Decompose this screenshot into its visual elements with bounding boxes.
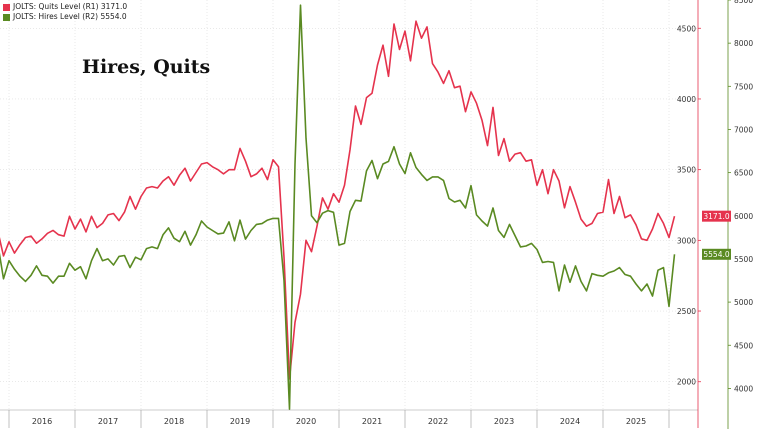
r2-tick-label: 4000 xyxy=(734,384,753,393)
x-tick-label: 2025 xyxy=(626,417,646,426)
r1-tick-label: 4500 xyxy=(677,24,696,33)
r2-tick-label: 8000 xyxy=(734,39,753,48)
x-tick-label: 2021 xyxy=(362,417,382,426)
legend-label-hires: JOLTS: Hires Level (R2) 5554.0 xyxy=(13,12,127,21)
series-line-0 xyxy=(0,20,676,380)
legend-label-quits: JOLTS: Quits Level (R1) 3171.0 xyxy=(13,2,128,11)
r2-tick-label: 7000 xyxy=(734,125,753,134)
series-line-1 xyxy=(0,4,676,410)
series xyxy=(0,4,676,410)
r1-tick-label: 3500 xyxy=(677,166,696,175)
r2-tick-label: 5000 xyxy=(734,298,753,307)
r2-tick-label: 4500 xyxy=(734,341,753,350)
x-tick-label: 2018 xyxy=(164,417,184,426)
x-tick-label: 2019 xyxy=(230,417,250,426)
x-tick-label: 2022 xyxy=(428,417,448,426)
x-tick-label: 2016 xyxy=(32,417,52,426)
last-value-box xyxy=(702,248,731,260)
r1-tick-label: 2500 xyxy=(677,307,696,316)
r2-tick-label: 6500 xyxy=(734,169,753,178)
last-value-text: 5554.0 xyxy=(703,250,729,259)
legend-swatch-hires xyxy=(3,13,10,21)
legend-item-quits: JOLTS: Quits Level (R1) 3171.0 xyxy=(3,2,127,12)
chart-title: Hires, Quits xyxy=(82,56,211,78)
r1-tick-label: 3000 xyxy=(677,236,696,245)
last-value-text: 3171.0 xyxy=(703,212,729,221)
x-tick-label: 2023 xyxy=(494,417,514,426)
x-tick-label: 2020 xyxy=(296,417,316,426)
x-tick-label: 2017 xyxy=(98,417,118,426)
r1-tick-label: 4000 xyxy=(677,95,696,104)
r1-tick-label: 2000 xyxy=(677,378,696,387)
r2-tick-label: 5500 xyxy=(734,255,753,264)
grid xyxy=(0,0,698,410)
r2-tick-label: 6000 xyxy=(734,212,753,221)
legend: JOLTS: Quits Level (R1) 3171.0 JOLTS: Hi… xyxy=(3,2,127,22)
legend-item-hires: JOLTS: Hires Level (R2) 5554.0 xyxy=(3,12,127,22)
last-value-label-1: 5554.0 xyxy=(702,248,731,260)
legend-swatch-quits xyxy=(3,3,10,11)
x-tick-label: 2024 xyxy=(560,417,580,426)
r2-tick-label: 8500 xyxy=(734,0,753,5)
last-value-labels: 3171.0 5554.0 xyxy=(702,210,731,260)
r2-tick-label: 7500 xyxy=(734,82,753,91)
last-value-label-0: 3171.0 xyxy=(702,210,731,222)
last-value-box xyxy=(702,210,731,222)
